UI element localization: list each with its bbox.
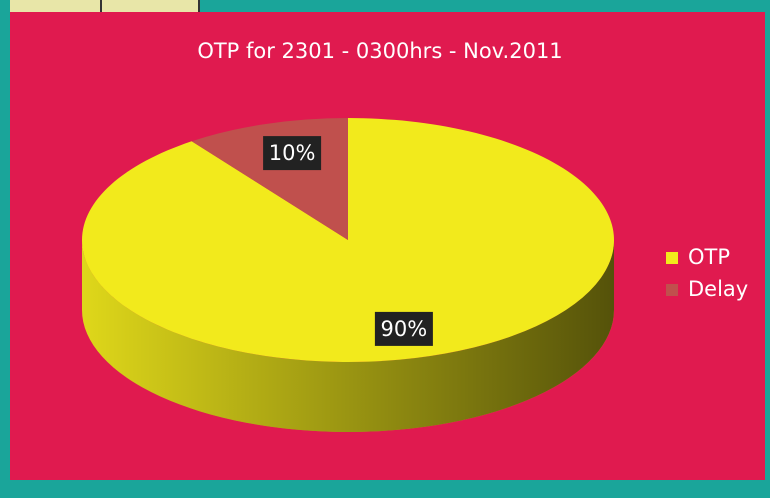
data-label: 90%	[374, 311, 433, 346]
chart-title: OTP for 2301 - 0300hrs - Nov.2011	[197, 39, 562, 63]
header-divider	[100, 0, 102, 12]
data-label-text: 10%	[269, 141, 316, 165]
data-label-box	[374, 311, 433, 346]
legend-swatch	[666, 252, 678, 264]
data-label-text: 90%	[381, 317, 428, 341]
legend-swatch	[666, 284, 678, 296]
pie-slice	[82, 118, 615, 362]
data-label-box	[263, 136, 322, 171]
data-label: 10%	[263, 136, 322, 171]
legend: OTP Delay	[666, 245, 748, 301]
pie-side-shade	[82, 240, 614, 432]
header-strip	[10, 0, 200, 12]
pie: 90% 10%	[82, 118, 615, 432]
legend-label: Delay	[688, 277, 748, 301]
legend-label: OTP	[688, 245, 730, 269]
header-divider	[198, 0, 200, 12]
